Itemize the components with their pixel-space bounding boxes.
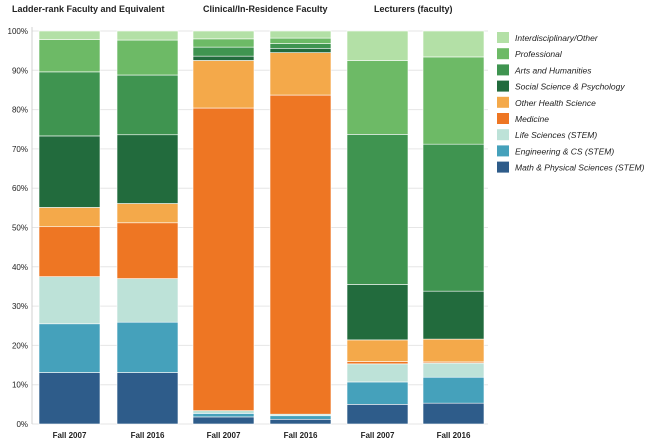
bar-segment-other-health-science	[116, 203, 179, 224]
legend-label: Engineering & CS (STEM)	[515, 146, 614, 156]
bar-segment-math-physical-sciences-stem	[346, 404, 409, 425]
bar-segment-other-health-science	[346, 339, 409, 362]
bar-segment-engineering-cs-stem	[269, 415, 332, 420]
x-tick-label: Fall 2016	[437, 431, 471, 440]
bar-segment-professional	[422, 56, 485, 145]
y-tick-label: 20%	[12, 341, 28, 350]
bar-segment-medicine	[116, 222, 179, 279]
x-tick-label: Fall 2007	[53, 431, 87, 440]
legend-swatch	[497, 113, 509, 124]
bar-segment-arts-and-humanities	[116, 74, 179, 136]
bar-segment-engineering-cs-stem	[192, 413, 255, 418]
y-tick-label: 90%	[12, 66, 28, 75]
y-tick-label: 100%	[8, 27, 28, 36]
y-tick-label: 50%	[12, 224, 28, 233]
bar-segment-social-science-psychology	[38, 135, 101, 208]
bar-segment-social-science-psychology	[422, 290, 485, 340]
bar-segment-life-sciences-stem	[422, 362, 485, 378]
bar-segment-math-physical-sciences-stem	[192, 416, 255, 425]
bar-segment-life-sciences-stem	[38, 276, 101, 325]
legend-swatch	[497, 48, 509, 60]
legend-swatch	[497, 145, 509, 157]
legend-label: Social Science & Psychology	[515, 82, 625, 92]
bar-segment-interdisciplinary-other	[422, 30, 485, 58]
x-axis: Fall 2007 Fall 2016 Fall 2007 Fall 2016 Fall…	[53, 431, 471, 440]
legend-label: Medicine	[515, 114, 549, 124]
y-tick-label: 10%	[12, 381, 28, 390]
y-tick-label: 80%	[12, 106, 28, 115]
bar-segment-medicine	[269, 94, 332, 415]
bar-segment-professional	[192, 38, 255, 48]
legend-label: Life Sciences (STEM)	[515, 130, 597, 140]
bar-segment-arts-and-humanities	[269, 43, 332, 49]
y-tick-label: 30%	[12, 302, 28, 311]
bar-segment-interdisciplinary-other	[269, 30, 332, 39]
bar-segment-math-physical-sciences-stem	[269, 418, 332, 425]
bar-segment-arts-and-humanities	[38, 71, 101, 137]
bar-segment-math-physical-sciences-stem	[422, 402, 485, 425]
y-axis: 0% 10% 20% 30% 40% 50% 60% 70% 80% 90% 100%	[8, 27, 33, 429]
bar-segment-professional	[346, 60, 409, 135]
bar-segment-medicine	[38, 226, 101, 277]
bar-segment-medicine	[346, 361, 409, 365]
bar-segment-engineering-cs-stem	[116, 321, 179, 373]
legend-swatch	[497, 64, 509, 76]
bar-segment-math-physical-sciences-stem	[116, 372, 179, 425]
bar-segment-professional	[269, 37, 332, 44]
panel-title: Clinical/In-Residence Faculty	[203, 4, 328, 14]
legend: Interdisciplinary/Other Professional Arts …	[497, 32, 645, 173]
y-tick-label: 0%	[16, 420, 28, 429]
panel-title: Ladder-rank Faculty and Equivalent	[12, 4, 165, 14]
x-tick-label: Fall 2016	[131, 431, 165, 440]
legend-label: Professional	[515, 49, 563, 59]
x-tick-label: Fall 2016	[284, 431, 318, 440]
legend-label: Math & Physical Sciences (STEM)	[515, 163, 645, 173]
bar-segment-arts-and-humanities	[192, 46, 255, 57]
bar-segment-other-health-science	[269, 52, 332, 96]
bar-segment-other-health-science	[192, 60, 255, 109]
bar-segment-life-sciences-stem	[346, 363, 409, 383]
bar-segment-social-science-psychology	[192, 55, 255, 61]
bar-segment-engineering-cs-stem	[38, 323, 101, 373]
bar-segment-social-science-psychology	[346, 284, 409, 341]
bar-segment-professional	[116, 39, 179, 76]
legend-swatch	[497, 96, 509, 108]
bar-segment-other-health-science	[38, 207, 101, 228]
bar-segment-social-science-psychology	[116, 134, 179, 204]
y-tick-label: 60%	[12, 184, 28, 193]
legend-label: Arts and Humanities	[514, 65, 592, 75]
panel-title: Lecturers (faculty)	[374, 4, 453, 14]
bar-segment-other-health-science	[422, 338, 485, 363]
x-tick-label: Fall 2007	[207, 431, 241, 440]
bar-segment-arts-and-humanities	[346, 134, 409, 285]
legend-swatch	[497, 32, 509, 43]
bars	[38, 30, 485, 425]
legend-swatch	[497, 161, 509, 173]
bar-segment-social-science-psychology	[269, 47, 332, 53]
legend-label: Other Health Science	[515, 98, 596, 108]
bar-segment-medicine	[192, 107, 255, 411]
y-tick-label: 40%	[12, 263, 28, 272]
bar-segment-engineering-cs-stem	[422, 376, 485, 404]
bar-segment-arts-and-humanities	[422, 143, 485, 292]
bar-segment-interdisciplinary-other	[192, 30, 255, 40]
bar-segment-math-physical-sciences-stem	[38, 372, 101, 425]
gridlines	[32, 30, 488, 425]
bar-segment-engineering-cs-stem	[346, 381, 409, 405]
bar-segment-life-sciences-stem	[192, 410, 255, 414]
legend-label: Interdisciplinary/Other	[515, 33, 599, 43]
bar-segment-life-sciences-stem	[116, 278, 179, 323]
bar-segment-professional	[38, 39, 101, 73]
bar-segment-interdisciplinary-other	[38, 30, 101, 40]
y-tick-label: 70%	[12, 145, 28, 154]
panel-titles: Ladder-rank Faculty and Equivalent Clini…	[12, 4, 453, 14]
bar-segment-interdisciplinary-other	[346, 30, 409, 61]
legend-swatch	[497, 129, 509, 141]
legend-swatch	[497, 80, 509, 92]
bar-segment-interdisciplinary-other	[116, 30, 179, 41]
x-tick-label: Fall 2007	[361, 431, 395, 440]
